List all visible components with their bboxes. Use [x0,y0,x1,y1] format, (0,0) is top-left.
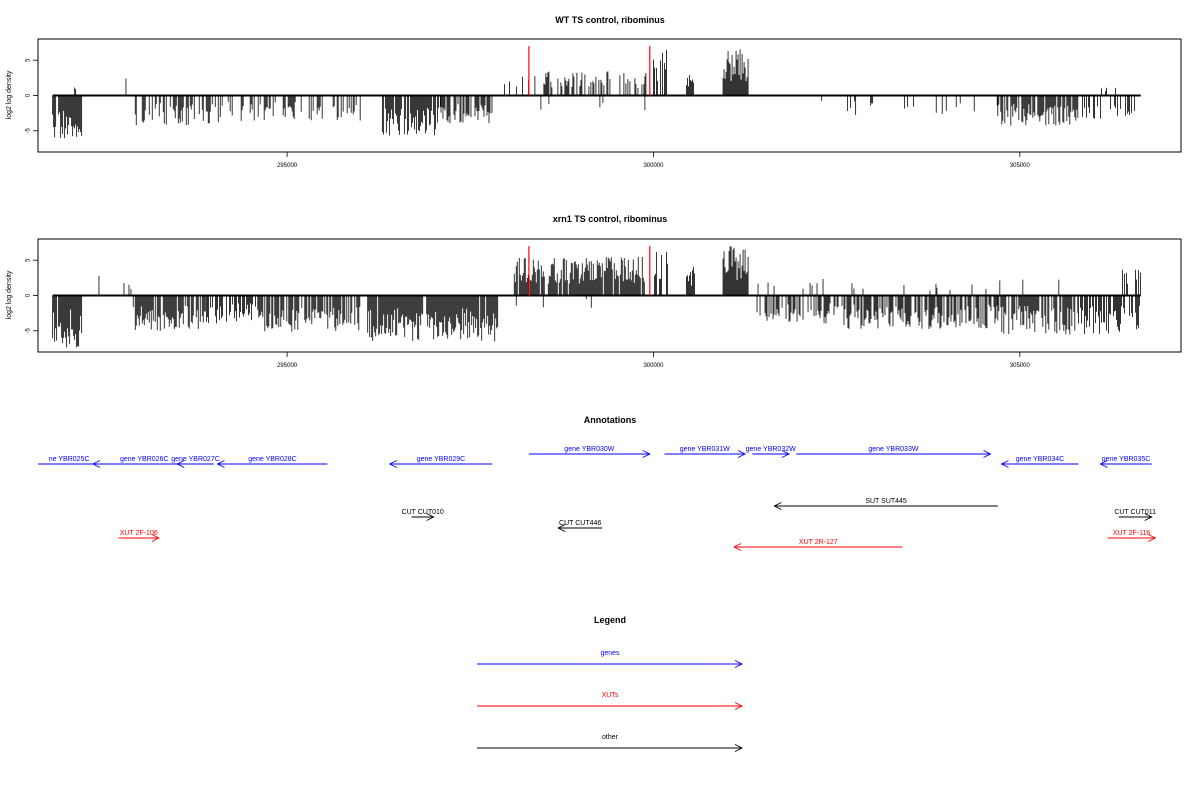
feature-gene: gene YBR032W [746,446,796,458]
legend-entries: genes XUTs other [477,650,744,752]
feature-gene: gene YBR033W [796,446,992,458]
feature-gene: gene YBR029C [388,456,493,468]
feature-arrow-head [1000,460,1009,468]
y-tick-label: 0 [26,93,32,97]
feature-xut: XUT 2F-106 [118,530,160,542]
feature-label: gene YBR027C [171,456,220,463]
y-tick-label: 5 [26,258,32,262]
legend-title: Legend [594,615,626,625]
legend-label: genes [600,650,620,657]
feature-arrow-head [1144,513,1153,521]
x-tick-label: 305000 [1010,363,1031,369]
feature-label: ne YBR025C [49,456,90,463]
feature-arrow-head [1099,460,1108,468]
feature-label: XUT 2F-106 [120,530,158,537]
density-bars [52,46,1141,139]
panel-wt: WT TS control, ribominus log2 log densit… [6,15,1182,169]
legend-entry-xut: XUTs [477,692,744,710]
density-bars [52,246,1141,348]
feature-label: SUT SUT445 [865,498,907,505]
legend-label: other [602,734,619,741]
x-tick-label: 305000 [1010,163,1031,169]
feature-label: CUT CUT011 [1114,509,1156,516]
y-tick-label: -5 [26,327,32,333]
feature-label: CUT CUT446 [559,520,601,527]
feature-arrow-head [91,460,101,468]
feature-xut: XUT 2R-127 [733,539,903,551]
legend-arrow-head [734,744,744,752]
legend-entry-gene: genes [477,650,744,668]
feature-arrow-head [773,502,782,510]
feature-label: CUT CUT010 [402,509,444,516]
feature-label: XUT 2F-116 [1113,530,1151,537]
x-tick-label: 295000 [277,163,298,169]
y-axis-label: log2 log density [6,70,13,119]
feature-label: gene YBR033W [868,446,918,453]
panel-title: xrn1 TS control, ribominus [553,214,668,224]
legend-panel: Legend genes XUTs other [477,615,744,752]
feature-label: gene YBR032W [746,446,796,453]
annotations-title: Annotations [584,415,637,425]
feature-arrow-head [557,524,566,532]
feature-label: gene YBR035C [1102,456,1151,463]
x-tick-label: 300000 [643,363,664,369]
feature-label: gene YBR030W [564,446,614,453]
legend-arrow-head [734,702,744,710]
feature-arrow-head [983,450,992,458]
feature-label: gene YBR028C [248,456,297,463]
panel-xrn1: xrn1 TS control, ribominus log2 log dens… [6,214,1182,369]
feature-label: XUT 2R-127 [799,539,838,546]
feature-label: gene YBR031W [680,446,730,453]
feature-arrow-head [1148,534,1157,542]
feature-arrow-head [388,460,397,468]
panel-title: WT TS control, ribominus [555,15,665,25]
feature-arrow-head [781,450,791,458]
feature-other: SUT SUT445 [773,498,998,510]
feature-arrows: ne YBR025C gene YBR026C gene YBR027C gene Y… [38,446,1157,551]
feature-label: gene YBR034C [1016,456,1065,463]
feature-arrow-head [642,450,651,458]
feature-arrow-head [426,513,435,521]
feature-arrow-head [216,460,225,468]
feature-arrow-head [151,534,160,542]
feature-xut: XUT 2F-116 [1107,530,1157,542]
feature-label: gene YBR026C [120,456,169,463]
legend-label: XUTs [602,692,619,699]
axes: -5 0 5 295000 300000 305000 [26,58,1031,169]
feature-label: gene YBR029C [417,456,466,463]
feature-other: CUT CUT010 [402,509,444,521]
y-tick-label: 5 [26,58,32,62]
feature-gene: gene YBR027C [171,456,220,468]
x-tick-label: 295000 [277,363,298,369]
feature-gene: gene YBR035C [1099,456,1152,468]
feature-gene: gene YBR030W [528,446,651,458]
annotations-panel: Annotations ne YBR025C gene YBR026C gene Y… [38,415,1157,551]
feature-gene: ne YBR025C [38,456,101,465]
feature-other: CUT CUT011 [1114,509,1156,521]
feature-gene: gene YBR028C [216,456,328,468]
feature-arrow-head [737,450,747,458]
feature-gene: gene YBR034C [1000,456,1079,468]
x-tick-label: 300000 [643,163,664,169]
y-tick-label: 0 [26,293,32,297]
feature-arrow-head [176,460,185,468]
axes: -5 0 5 295000 300000 305000 [26,258,1031,369]
legend-arrow-head [734,660,744,668]
y-tick-label: -5 [26,127,32,133]
feature-arrow-head [733,543,742,551]
feature-other: CUT CUT446 [557,520,603,532]
feature-gene: gene YBR031W [664,446,747,458]
y-axis-label: log2 log density [6,270,13,319]
legend-entry-other: other [477,734,744,752]
